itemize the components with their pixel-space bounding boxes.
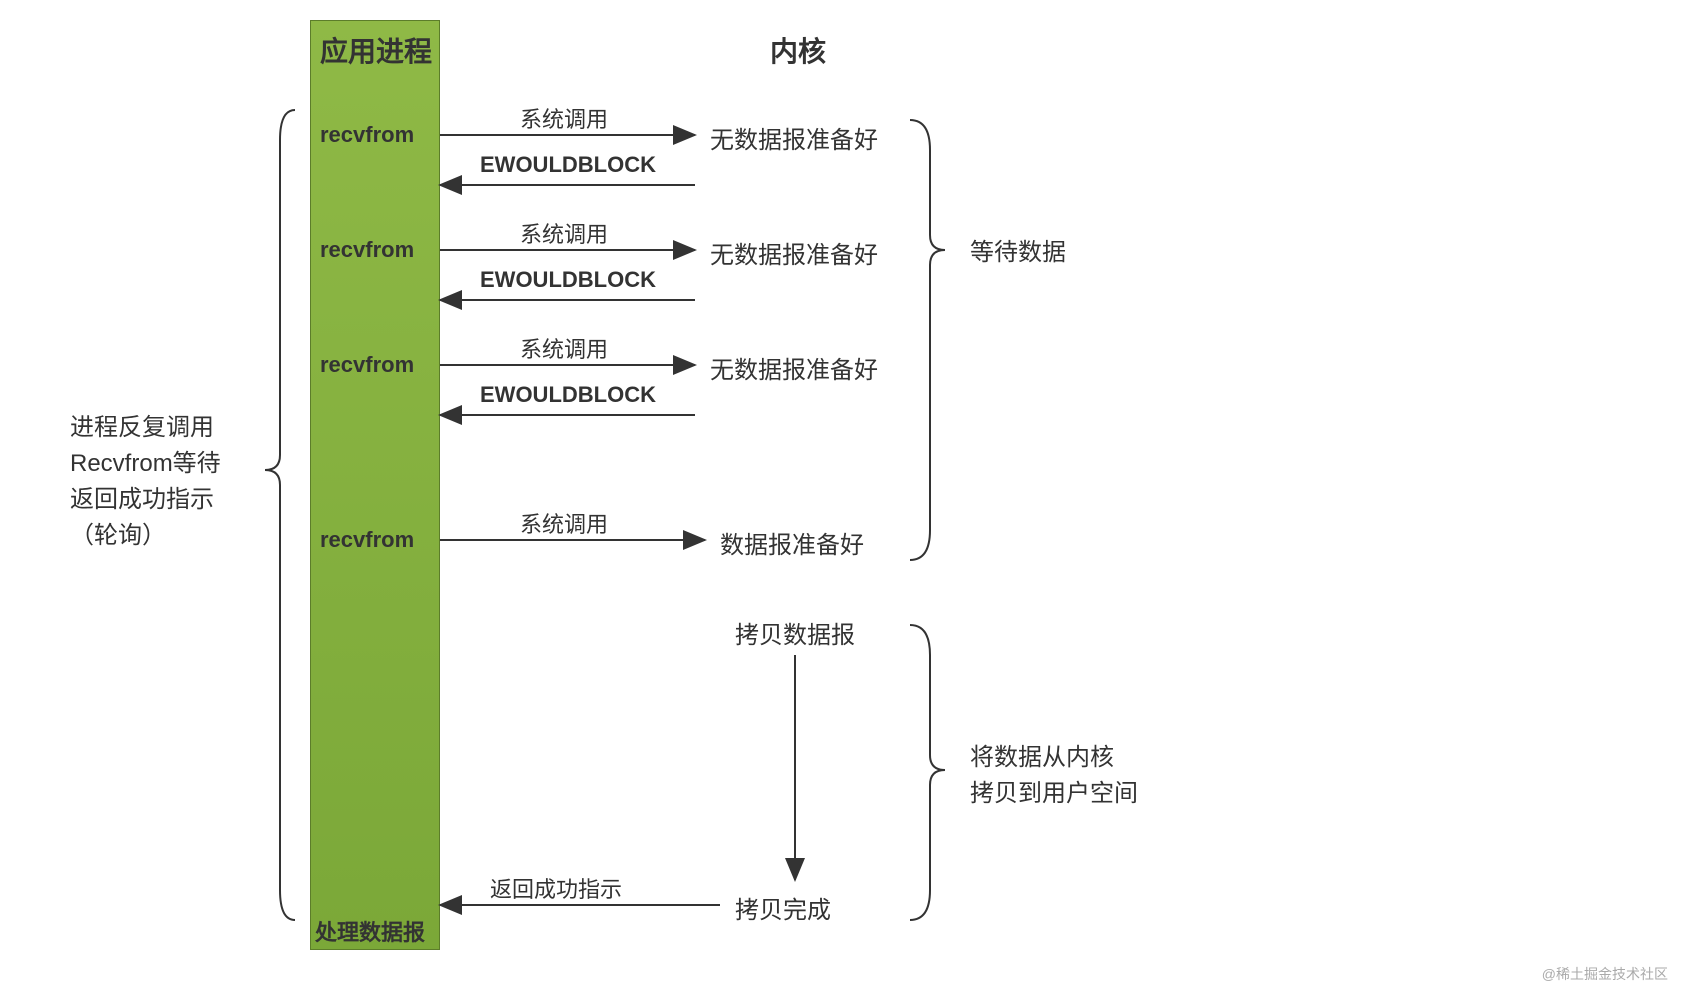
process-data-label: 处理数据报 — [315, 915, 425, 947]
recvfrom-label-2: recvfrom — [320, 237, 414, 263]
app-process-column — [310, 20, 440, 950]
syscall-label-4: 系统调用 — [520, 507, 608, 539]
left-annotation: 进程反复调用 Recvfrom等待 返回成功指示 （轮询） — [70, 410, 221, 554]
syscall-label-2: 系统调用 — [520, 217, 608, 249]
right-annotation-wait: 等待数据 — [970, 235, 1066, 271]
kernel-no-data-3: 无数据报准备好 — [710, 350, 878, 385]
recvfrom-label-4: recvfrom — [320, 527, 414, 553]
kernel-no-data-1: 无数据报准备好 — [710, 120, 878, 155]
syscall-label-1: 系统调用 — [520, 102, 608, 134]
recvfrom-label-1: recvfrom — [320, 122, 414, 148]
right-copy-line2: 拷贝到用户空间 — [970, 776, 1138, 812]
kernel-no-data-2: 无数据报准备好 — [710, 235, 878, 270]
syscall-label-3: 系统调用 — [520, 332, 608, 364]
left-annotation-line1: 进程反复调用 — [70, 410, 221, 446]
recvfrom-label-3: recvfrom — [320, 352, 414, 378]
kernel-data-ready: 数据报准备好 — [720, 525, 864, 560]
kernel-copy-done: 拷贝完成 — [735, 890, 831, 925]
left-annotation-line2: Recvfrom等待 — [70, 446, 221, 482]
header-kernel: 内核 — [770, 30, 826, 70]
left-annotation-line3: 返回成功指示 — [70, 482, 221, 518]
right-copy-line1: 将数据从内核 — [970, 740, 1138, 776]
ewouldblock-label-1: EWOULDBLOCK — [480, 152, 656, 178]
kernel-copy-data: 拷贝数据报 — [735, 615, 855, 650]
header-app-process: 应用进程 — [320, 30, 432, 70]
right-annotation-copy: 将数据从内核 拷贝到用户空间 — [970, 740, 1138, 812]
return-success-label: 返回成功指示 — [490, 872, 622, 904]
ewouldblock-label-2: EWOULDBLOCK — [480, 267, 656, 293]
ewouldblock-label-3: EWOULDBLOCK — [480, 382, 656, 408]
watermark: @稀土掘金技术社区 — [1542, 964, 1668, 984]
left-annotation-line4: （轮询） — [70, 518, 221, 554]
